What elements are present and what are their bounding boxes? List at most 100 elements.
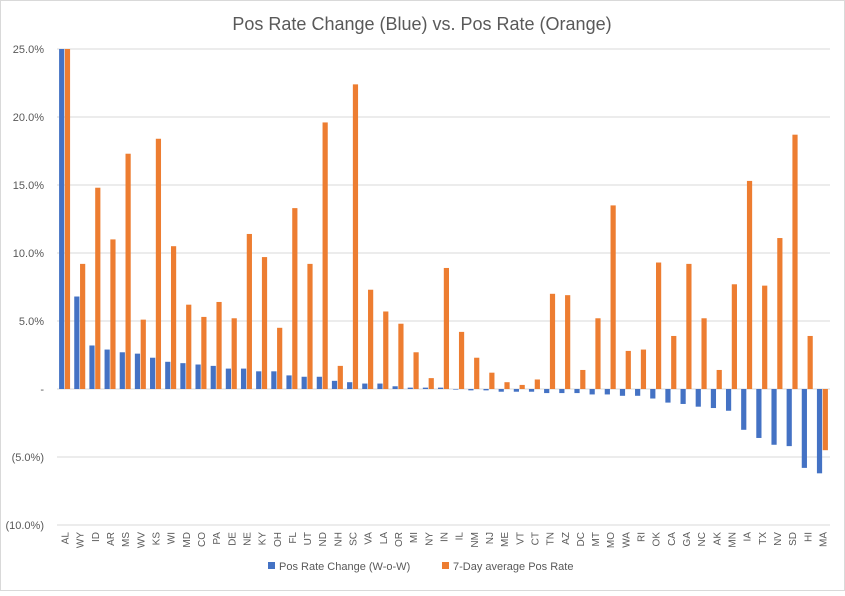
y-tick-label: 15.0% [13, 180, 44, 192]
x-tick-label: FL [288, 532, 299, 544]
bar-pos-rate-wy [80, 263, 86, 389]
bar-pos-rate-change-nj [483, 389, 489, 391]
bar-pos-rate-vt [519, 384, 525, 389]
bar-pos-rate-wv [140, 319, 146, 389]
x-tick-label: MI [409, 532, 420, 543]
bar-pos-rate-change-mn [725, 389, 732, 411]
bar-pos-rate-change-wa [619, 389, 626, 396]
bar-pos-rate-change-nv [771, 389, 777, 445]
bar-pos-rate-nc [701, 318, 707, 389]
x-tick-label: AZ [561, 532, 572, 545]
x-tick-label: MO [606, 532, 617, 548]
bar-pos-rate-change-ny [422, 387, 429, 389]
chart-title: Pos Rate Change (Blue) vs. Pos Rate (Ora… [232, 14, 611, 34]
bar-pos-rate-va [368, 289, 374, 389]
x-tick-label: OH [273, 532, 284, 547]
bar-pos-rate-ca [671, 335, 677, 389]
x-tick-label: TN [546, 532, 557, 545]
bar-pos-rate-change-de [225, 368, 231, 389]
legend-swatch [268, 562, 275, 569]
bar-pos-rate-md [186, 304, 192, 389]
x-tick-label: MD [182, 532, 193, 548]
x-tick-label: MS [121, 532, 132, 547]
y-axis-tick-labels: 25.0% 20.0% 15.0% 10.0% 5.0% - (5.0%) (10.0%) [5, 44, 44, 532]
bar-pos-rate-nv [777, 238, 783, 389]
x-tick-label: TX [758, 532, 769, 545]
bar-pos-rate-change-co [195, 364, 201, 389]
bar-pos-rate-me [504, 382, 510, 389]
bar-pos-rate-la [383, 311, 389, 389]
bar-pos-rate-change-ms [119, 352, 125, 389]
x-tick-label: HI [803, 532, 814, 542]
y-tick-label: 5.0% [19, 316, 44, 328]
y-tick-label: (5.0%) [12, 452, 44, 464]
bar-pos-rate-nj [489, 372, 495, 389]
x-tick-label: CT [530, 532, 541, 545]
x-tick-label: MT [591, 532, 602, 546]
bar-pos-rate-il [458, 331, 465, 389]
bar-pos-rate-change-me [498, 389, 504, 392]
x-tick-label: SD [788, 532, 799, 546]
bar-pos-rate-mt [595, 318, 601, 389]
bar-pos-rate-change-pa [210, 365, 216, 389]
legend: Pos Rate Change (W-o-W) 7-Day average Pos… [268, 561, 573, 573]
x-tick-label: NY [424, 532, 435, 546]
y-tick-label: 10.0% [13, 248, 44, 260]
x-tick-label: LA [379, 532, 390, 545]
bar-pos-rate-change-tx [756, 389, 762, 438]
bar-pos-rate-sc [352, 84, 359, 390]
bar-pos-rate-ma [822, 389, 828, 451]
x-tick-label: SC [349, 532, 360, 546]
bar-pos-rate-fl [292, 208, 298, 389]
bar-pos-rate-change-wi [165, 361, 171, 389]
x-tick-label: ME [500, 532, 511, 547]
x-tick-label: NJ [485, 532, 496, 544]
bar-pos-rate-change-mt [589, 389, 595, 395]
x-tick-label: UT [303, 532, 314, 545]
bar-pos-rate-al [64, 49, 71, 389]
bar-pos-rate-change-wv [134, 353, 141, 389]
bar-pos-rate-change-oh [271, 371, 277, 389]
bar-pos-rate-change-ar [104, 349, 110, 389]
x-tick-label: WI [167, 532, 178, 544]
bar-pos-rate-nm [474, 357, 480, 389]
bar-pos-rate-change-ri [635, 389, 641, 396]
x-tick-label: WV [136, 532, 147, 548]
bar-pos-rate-change-mo [604, 389, 610, 395]
x-tick-label: WY [76, 532, 87, 548]
bar-pos-rate-mn [731, 284, 737, 389]
bar-pos-rate-change-ok [650, 389, 656, 399]
x-tick-label: KS [152, 532, 163, 546]
x-tick-label: AL [61, 532, 72, 545]
x-tick-label: DE [227, 532, 238, 546]
x-tick-label: VA [364, 532, 375, 545]
bar-pos-rate-change-ks [150, 357, 156, 389]
x-tick-label: MN [727, 532, 738, 548]
bar-pos-rate-change-dc [574, 389, 580, 394]
x-tick-label: ND [318, 532, 329, 546]
bar-pos-rate-change-ne [240, 368, 247, 389]
bar-pos-rate-change-ak [710, 389, 717, 409]
x-tick-label: IL [455, 532, 466, 541]
x-tick-label: OK [652, 532, 663, 547]
x-tick-label: AK [712, 532, 723, 546]
x-tick-label: CA [667, 532, 678, 546]
legend-label: Pos Rate Change (W-o-W) [279, 561, 410, 573]
bar-pos-rate-change-ut [301, 376, 307, 389]
bar-pos-rate-ak [716, 369, 722, 389]
x-tick-label: MA [818, 532, 829, 547]
x-tick-label: KY [258, 532, 269, 546]
x-tick-label: OR [394, 532, 405, 547]
bar-pos-rate-change-or [392, 386, 398, 389]
bar-pos-rate-az [565, 295, 571, 389]
bar-pos-rate-id [95, 187, 101, 389]
bar-pos-rate-de [231, 318, 237, 389]
bar-pos-rate-change-ky [256, 371, 262, 389]
bar-pos-rate-nd [322, 122, 328, 389]
bar-pos-rate-change-nh [331, 380, 338, 389]
legend-label: 7-Day average Pos Rate [453, 561, 573, 573]
x-tick-label: IN [440, 532, 451, 542]
x-tick-label: RI [637, 532, 648, 542]
